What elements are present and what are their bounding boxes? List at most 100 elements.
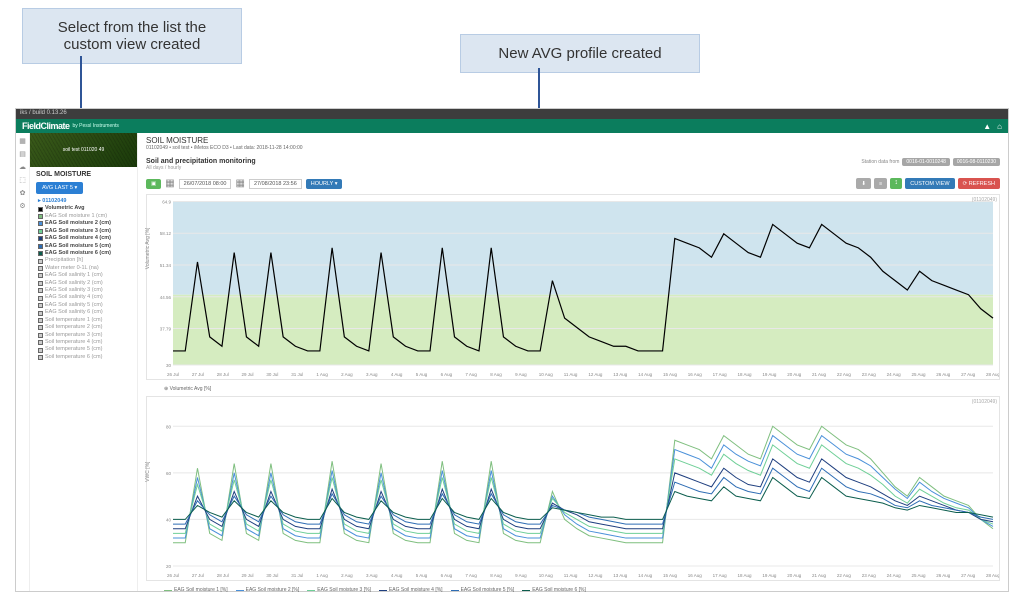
brand: FieldClimate bbox=[22, 121, 70, 131]
tree-item[interactable]: Soil temperature 1 (cm) bbox=[38, 317, 133, 324]
tree-station[interactable]: ▸ 01102049 bbox=[38, 198, 133, 205]
svg-text:2 Aug: 2 Aug bbox=[341, 573, 353, 578]
tree-item[interactable]: EAG Soil salinity 2 (cm) bbox=[38, 280, 133, 287]
svg-text:29 Jul: 29 Jul bbox=[242, 573, 254, 578]
station-badge-2[interactable]: 0016-08-0110230 bbox=[953, 158, 1000, 166]
tree-item[interactable]: Precipitation [h] bbox=[38, 257, 133, 264]
export-button[interactable]: ▣ bbox=[146, 179, 161, 189]
tree-item[interactable]: EAG Soil moisture 1 (cm) bbox=[38, 213, 133, 220]
tree-item[interactable]: EAG Soil salinity 5 (cm) bbox=[38, 302, 133, 309]
tree-item[interactable]: Soil temperature 6 (cm) bbox=[38, 354, 133, 361]
svg-text:10 Aug: 10 Aug bbox=[539, 573, 554, 578]
svg-text:14 Aug: 14 Aug bbox=[638, 573, 653, 578]
svg-text:15 Aug: 15 Aug bbox=[663, 372, 678, 377]
tree-item[interactable]: Soil temperature 5 (cm) bbox=[38, 346, 133, 353]
date-to-input[interactable]: 27/08/2018 23:56 bbox=[249, 179, 302, 189]
list-button[interactable]: ≡ bbox=[874, 178, 887, 189]
nav-icon[interactable]: ⚙ bbox=[19, 202, 25, 210]
user-icon[interactable]: ▲ bbox=[983, 122, 991, 131]
tree-item[interactable]: Soil temperature 3 (cm) bbox=[38, 332, 133, 339]
tree-item[interactable]: EAG Soil moisture 4 (cm) bbox=[38, 235, 133, 242]
tree-item[interactable]: Soil temperature 2 (cm) bbox=[38, 324, 133, 331]
tree-item[interactable]: Soil temperature 4 (cm) bbox=[38, 339, 133, 346]
chart-vwc: VWC [%] (01102049) 2040608026 Jul27 Jul2… bbox=[146, 396, 1000, 581]
svg-text:9 Aug: 9 Aug bbox=[515, 372, 527, 377]
tree-item[interactable]: EAG Soil salinity 1 (cm) bbox=[38, 272, 133, 279]
svg-text:6 Aug: 6 Aug bbox=[441, 372, 453, 377]
svg-text:1 Aug: 1 Aug bbox=[316, 573, 328, 578]
calendar-icon[interactable]: ▦ bbox=[235, 178, 244, 189]
tree-item[interactable]: Volumetric Avg bbox=[38, 205, 133, 212]
panel-header: Soil and precipitation monitoring All da… bbox=[138, 154, 1008, 175]
chart2-rlabel: (01102049) bbox=[972, 399, 997, 405]
chart1-legend: ⊕ Volumetric Avg [%] bbox=[146, 384, 1000, 392]
svg-text:25 Aug: 25 Aug bbox=[911, 372, 926, 377]
tree-item[interactable]: EAG Soil moisture 5 (cm) bbox=[38, 243, 133, 250]
svg-text:9 Aug: 9 Aug bbox=[515, 573, 527, 578]
tree-item[interactable]: EAG Soil salinity 3 (cm) bbox=[38, 287, 133, 294]
app-frame: iks / build 0.13.26 FieldClimate by Pess… bbox=[15, 108, 1009, 592]
svg-text:27 Jul: 27 Jul bbox=[192, 372, 204, 377]
svg-text:40: 40 bbox=[166, 517, 172, 522]
svg-text:12 Aug: 12 Aug bbox=[588, 372, 603, 377]
svg-text:24 Aug: 24 Aug bbox=[887, 573, 902, 578]
tree-item[interactable]: EAG Soil moisture 2 (cm) bbox=[38, 220, 133, 227]
station-thumb[interactable]: soil test 011020 49 bbox=[30, 133, 137, 167]
svg-text:19 Aug: 19 Aug bbox=[762, 372, 777, 377]
home-icon[interactable]: ⌂ bbox=[997, 122, 1002, 131]
mode-button[interactable]: HOURLY ▾ bbox=[306, 179, 343, 189]
svg-text:16 Aug: 16 Aug bbox=[688, 573, 703, 578]
calendar-icon[interactable]: ▦ bbox=[165, 178, 174, 189]
tree-item[interactable]: EAG Soil salinity 4 (cm) bbox=[38, 294, 133, 301]
avg-select-button[interactable]: AVG LAST 5 ▾ bbox=[36, 182, 83, 194]
nav-icon[interactable]: ✿ bbox=[20, 189, 26, 197]
svg-text:7 Aug: 7 Aug bbox=[465, 573, 477, 578]
left-panel: soil test 011020 49 SOIL MOISTURE AVG LA… bbox=[30, 133, 138, 591]
svg-text:80: 80 bbox=[166, 424, 172, 429]
nav-icon[interactable]: ⬚ bbox=[19, 176, 26, 184]
svg-text:18 Aug: 18 Aug bbox=[738, 573, 753, 578]
svg-text:26 Aug: 26 Aug bbox=[936, 573, 951, 578]
svg-text:20 Aug: 20 Aug bbox=[787, 372, 802, 377]
date-from-input[interactable]: 26/07/2018 08:00 bbox=[179, 179, 232, 189]
callout-right: New AVG profile created bbox=[460, 34, 700, 73]
svg-text:10 Aug: 10 Aug bbox=[539, 372, 554, 377]
svg-text:31 Jul: 31 Jul bbox=[291, 573, 303, 578]
svg-text:27 Aug: 27 Aug bbox=[961, 372, 976, 377]
svg-text:3 Aug: 3 Aug bbox=[366, 573, 378, 578]
svg-text:7 Aug: 7 Aug bbox=[465, 372, 477, 377]
tree-item[interactable]: EAG Soil moisture 3 (cm) bbox=[38, 228, 133, 235]
nav-icon[interactable]: ☁ bbox=[19, 163, 26, 171]
brand-sub: by Pessl Instruments bbox=[73, 123, 119, 129]
svg-text:23 Aug: 23 Aug bbox=[862, 573, 877, 578]
nav-icon[interactable]: ▤ bbox=[19, 150, 26, 158]
legend-item: EAG Soil moisture 5 [%] bbox=[451, 587, 515, 593]
svg-text:25 Aug: 25 Aug bbox=[911, 573, 926, 578]
svg-text:24 Aug: 24 Aug bbox=[887, 372, 902, 377]
svg-text:44.56: 44.56 bbox=[160, 295, 172, 300]
svg-text:1 Aug: 1 Aug bbox=[316, 372, 328, 377]
svg-text:17 Aug: 17 Aug bbox=[713, 372, 728, 377]
panel-sub: All days / hourly bbox=[146, 165, 256, 171]
station-badge-1[interactable]: 0016-01-0010248 bbox=[902, 158, 949, 166]
svg-text:27 Aug: 27 Aug bbox=[961, 573, 976, 578]
svg-text:31 Jul: 31 Jul bbox=[291, 372, 303, 377]
tree-item[interactable]: EAG Soil moisture 6 (cm) bbox=[38, 250, 133, 257]
refresh-button[interactable]: ⟳ REFRESH bbox=[958, 178, 1000, 189]
download-button[interactable]: ⬇ bbox=[856, 178, 871, 189]
svg-text:19 Aug: 19 Aug bbox=[762, 573, 777, 578]
nav-icon[interactable]: ▦ bbox=[19, 137, 26, 145]
breadcrumb: SOIL MOISTURE 01102049 • soil test • iMe… bbox=[138, 133, 1008, 154]
svg-text:17 Aug: 17 Aug bbox=[713, 573, 728, 578]
chartview-button[interactable]: ⟟ bbox=[890, 178, 902, 189]
svg-text:26 Jul: 26 Jul bbox=[167, 573, 179, 578]
svg-text:28 Jul: 28 Jul bbox=[217, 372, 229, 377]
tree-item[interactable]: EAG Soil salinity 6 (cm) bbox=[38, 309, 133, 316]
svg-text:28 Aug: 28 Aug bbox=[986, 372, 999, 377]
svg-text:58.12: 58.12 bbox=[160, 231, 172, 236]
svg-text:30 Jul: 30 Jul bbox=[266, 573, 278, 578]
customview-button[interactable]: CUSTOM VIEW bbox=[905, 178, 954, 189]
tree-item[interactable]: Water meter 0-1L (na) bbox=[38, 265, 133, 272]
crumb-title: SOIL MOISTURE bbox=[146, 136, 1000, 145]
svg-text:28 Aug: 28 Aug bbox=[986, 573, 999, 578]
